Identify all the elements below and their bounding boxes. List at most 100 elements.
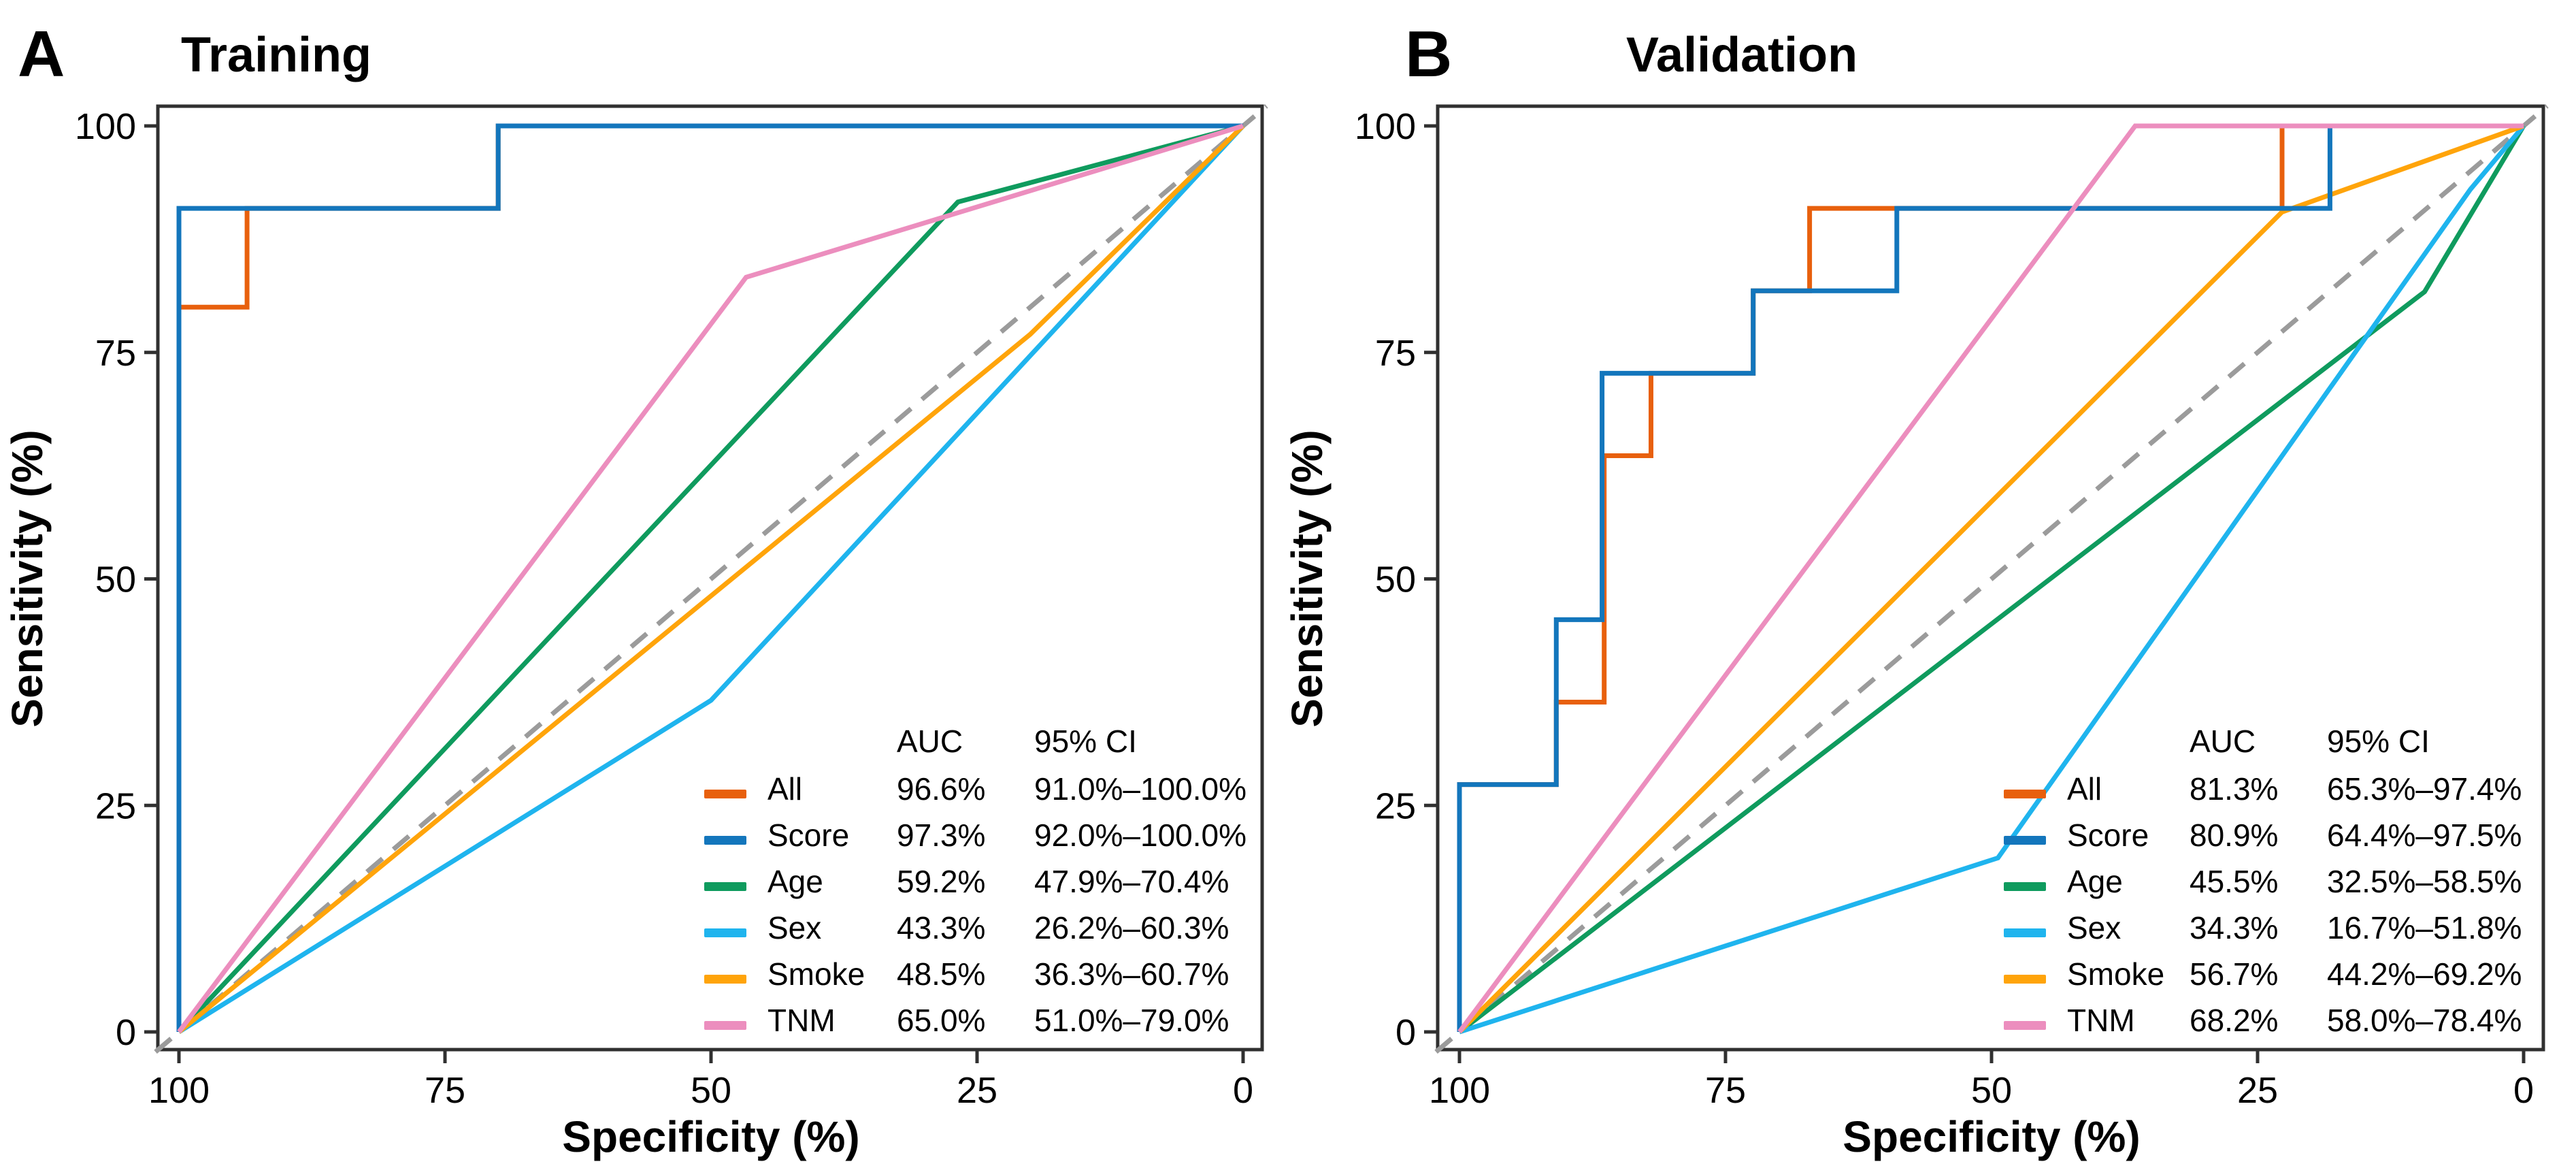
x-tick-label: 25 xyxy=(2237,1070,2278,1111)
legend-swatch-tnm xyxy=(704,1021,746,1030)
y-tick-label: 50 xyxy=(1375,560,1416,600)
x-axis-title: Specificity (%) xyxy=(562,1112,859,1161)
legend-auc-value: 43.3% xyxy=(897,910,985,945)
legend-ci-value: 58.0%–78.4% xyxy=(2327,1003,2522,1038)
y-axis-title: Sensitivity (%) xyxy=(3,430,52,727)
x-tick-label: 100 xyxy=(148,1070,210,1111)
panel-letter: B xyxy=(1405,18,1452,91)
legend-label: Smoke xyxy=(2067,956,2164,992)
legend-swatch-score xyxy=(704,836,746,845)
legend-swatch-sex xyxy=(2004,928,2046,937)
legend-label: Score xyxy=(767,817,849,853)
legend-label: All xyxy=(767,771,802,807)
legend-header-auc: AUC xyxy=(2190,724,2256,759)
panel-title: Training xyxy=(181,28,371,82)
legend-header-auc: AUC xyxy=(897,724,963,759)
legend-swatch-all xyxy=(2004,790,2046,798)
legend-row-sex: Sex 34.3% 16.7%–51.8% xyxy=(2004,910,2522,945)
legend-ci-value: 65.3%–97.4% xyxy=(2327,771,2522,807)
y-tick-label: 75 xyxy=(1375,333,1416,374)
roc-curve-smoke xyxy=(1457,123,2525,1034)
legend-ci-value: 91.0%–100.0% xyxy=(1034,771,1246,807)
legend-swatch-smoke xyxy=(2004,975,2046,984)
panel-a: 100 75 50 25 0 0 25 50 75 100 Specificity (%) Sensi… xyxy=(3,18,1268,1161)
legend-swatch-all xyxy=(704,790,746,798)
y-tick-label: 50 xyxy=(95,560,136,600)
legend-label: TNM xyxy=(767,1003,836,1038)
x-tick-label: 75 xyxy=(425,1070,465,1111)
roc-curve-smoke xyxy=(177,124,1245,1034)
y-axis-title: Sensitivity (%) xyxy=(1283,430,1332,727)
legend-label: Age xyxy=(2067,864,2123,899)
legend-row-age: Age 45.5% 32.5%–58.5% xyxy=(2004,864,2522,899)
legend-row-tnm: TNM 65.0% 51.0%–79.0% xyxy=(704,1003,1229,1038)
y-tick-label: 25 xyxy=(95,786,136,826)
legend-ci-value: 32.5%–58.5% xyxy=(2327,864,2522,899)
legend-row-all: All 96.6% 91.0%–100.0% xyxy=(704,771,1246,807)
legend-label: Smoke xyxy=(767,956,865,992)
x-tick-label: 50 xyxy=(691,1070,731,1111)
panel-b: 100 75 50 25 0 0 25 50 75 100 Specificity (%) Sensi… xyxy=(1283,18,2549,1161)
legend-swatch-age xyxy=(2004,882,2046,891)
panel-title: Validation xyxy=(1626,28,1857,82)
roc-curve-sex xyxy=(178,124,1245,1034)
legend: AUC 95% CI All 96.6% 91.0%–100.0% Score 97.3% 9… xyxy=(704,724,1246,1038)
roc-curve-score xyxy=(1457,123,2524,1032)
legend-ci-value: 26.2%–60.3% xyxy=(1034,910,1229,945)
legend-row-sex: Sex 43.3% 26.2%–60.3% xyxy=(704,910,1229,945)
legend-swatch-score xyxy=(2004,836,2046,845)
y-tick-label: 25 xyxy=(1375,786,1416,826)
roc-curve-tnm xyxy=(177,123,1244,1034)
legend-ci-value: 16.7%–51.8% xyxy=(2327,910,2522,945)
legend-row-score: Score 97.3% 92.0%–100.0% xyxy=(704,817,1246,853)
legend-ci-value: 44.2%–69.2% xyxy=(2327,956,2522,992)
roc-curve-sex xyxy=(1458,124,2526,1035)
y-tick-label: 0 xyxy=(1396,1012,1416,1053)
legend-swatch-smoke xyxy=(704,975,746,984)
y-tick-label: 100 xyxy=(75,106,136,147)
legend-label: TNM xyxy=(2067,1003,2135,1038)
roc-curve-age xyxy=(1457,125,2526,1034)
legend-ci-value: 51.0%–79.0% xyxy=(1034,1003,1229,1038)
legend-header-ci: 95% CI xyxy=(1034,724,1137,759)
legend-row-age: Age 59.2% 47.9%–70.4% xyxy=(704,864,1229,899)
legend-label: Sex xyxy=(767,910,821,945)
x-tick-label: 25 xyxy=(957,1070,997,1111)
legend-swatch-age xyxy=(704,882,746,891)
chance-diagonal xyxy=(154,104,1268,1054)
legend: AUC 95% CI All 81.3% 65.3%–97.4% Score 80.9% 64… xyxy=(2004,724,2522,1038)
x-tick-label: 75 xyxy=(1705,1070,1746,1111)
legend-header-ci: 95% CI xyxy=(2327,724,2430,759)
legend-label: Sex xyxy=(2067,910,2121,945)
legend-auc-value: 59.2% xyxy=(897,864,985,899)
legend-ci-value: 47.9%–70.4% xyxy=(1034,864,1229,899)
legend-auc-value: 97.3% xyxy=(897,817,985,853)
y-tick-label: 0 xyxy=(116,1012,136,1053)
y-tick-label: 75 xyxy=(95,333,136,374)
legend-auc-value: 48.5% xyxy=(897,956,985,992)
legend-auc-value: 65.0% xyxy=(897,1003,985,1038)
legend-label: Age xyxy=(767,864,823,899)
x-tick-label: 0 xyxy=(2513,1070,2534,1111)
legend-auc-value: 45.5% xyxy=(2190,864,2278,899)
chance-diagonal xyxy=(1434,104,2549,1054)
x-tick-label: 0 xyxy=(1233,1070,1253,1111)
x-axis-title: Specificity (%) xyxy=(1843,1112,2140,1161)
legend-row-score: Score 80.9% 64.4%–97.5% xyxy=(2004,817,2522,853)
legend-row-smoke: Smoke 48.5% 36.3%–60.7% xyxy=(704,956,1229,992)
legend-swatch-tnm xyxy=(2004,1021,2046,1030)
roc-curve-age xyxy=(177,123,1244,1034)
legend-row-all: All 81.3% 65.3%–97.4% xyxy=(2004,771,2522,807)
legend-auc-value: 80.9% xyxy=(2190,817,2278,853)
legend-auc-value: 81.3% xyxy=(2190,771,2278,807)
panel-letter: A xyxy=(18,18,65,91)
legend-swatch-sex xyxy=(704,928,746,937)
legend-ci-value: 92.0%–100.0% xyxy=(1034,817,1246,853)
legend-auc-value: 34.3% xyxy=(2190,910,2278,945)
legend-auc-value: 96.6% xyxy=(897,771,985,807)
legend-auc-value: 68.2% xyxy=(2190,1003,2278,1038)
y-tick-label: 100 xyxy=(1355,106,1416,147)
x-tick-label: 50 xyxy=(1971,1070,2012,1111)
